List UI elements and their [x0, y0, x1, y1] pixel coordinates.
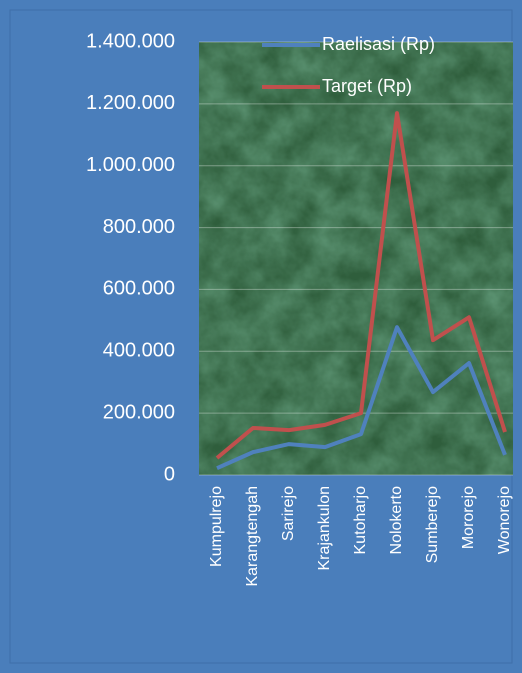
series-line: [215, 111, 507, 460]
x-tick-label: Karangtengah: [244, 486, 261, 587]
y-tick-label: 0: [164, 463, 175, 485]
x-tick-label: Mororejo: [460, 486, 477, 549]
x-tick-label: Nolokerto: [388, 486, 405, 555]
legend-label: Target (Rp): [322, 76, 412, 96]
x-tick-label: Sarirejo: [280, 486, 297, 541]
y-tick-label: 1.400.000: [86, 30, 175, 52]
plot-texture: [199, 42, 513, 475]
y-tick-label: 1.200.000: [86, 92, 175, 114]
legend-label: Raelisasi (Rp): [322, 34, 435, 54]
x-tick-label: Kumpulrejo: [208, 486, 225, 567]
y-tick-label: 600.000: [103, 278, 175, 300]
y-tick-label: 1.000.000: [86, 154, 175, 176]
series-line: [216, 325, 507, 471]
x-tick-label: Kutoharjo: [352, 486, 369, 555]
y-tick-label: 800.000: [103, 216, 175, 238]
x-tick-label: Wonorejo: [496, 486, 513, 554]
x-tick-label: Krajankulon: [316, 486, 333, 571]
y-tick-label: 400.000: [103, 340, 175, 362]
y-tick-label: 200.000: [103, 401, 175, 423]
x-tick-label: Sumberejo: [424, 486, 441, 563]
